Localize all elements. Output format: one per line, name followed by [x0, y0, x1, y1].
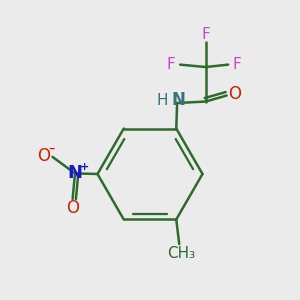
- Text: N: N: [68, 164, 82, 182]
- Text: N: N: [172, 91, 186, 109]
- Text: +: +: [80, 162, 88, 172]
- Text: F: F: [202, 26, 211, 41]
- Text: H: H: [156, 92, 168, 107]
- Text: O: O: [66, 199, 80, 217]
- Text: F: F: [166, 56, 175, 71]
- Text: O: O: [229, 85, 242, 103]
- Text: O: O: [38, 147, 51, 165]
- Text: F: F: [233, 56, 242, 71]
- Text: -: -: [48, 139, 54, 157]
- Text: CH₃: CH₃: [167, 246, 195, 261]
